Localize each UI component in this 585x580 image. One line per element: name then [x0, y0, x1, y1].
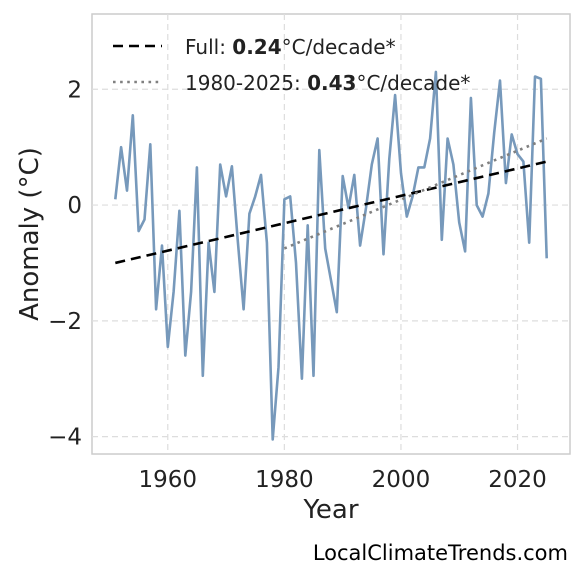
y-tick-label: 2: [67, 77, 82, 103]
trend-line-recent: [283, 137, 548, 250]
y-tick-labels: −4 −2 0 2: [48, 77, 82, 450]
x-axis-label: Year: [302, 495, 358, 525]
legend-label-recent: 1980-2025: 0.43°C/decade*: [185, 71, 470, 95]
legend-label-full: Full: 0.24°C/decade*: [185, 35, 396, 59]
x-tick-labels: 1960 1980 2000 2020: [139, 467, 547, 493]
x-tick-label: 1960: [139, 467, 198, 493]
x-tick-label: 2020: [488, 467, 547, 493]
y-axis-label: Anomaly (°C): [15, 147, 45, 321]
trend-line-full: [115, 160, 547, 265]
y-tick-label: −4: [48, 425, 82, 451]
x-tick-label: 1980: [255, 467, 314, 493]
footer-site-credit: LocalClimateTrends.com: [313, 541, 568, 565]
y-tick-label: 0: [67, 193, 82, 219]
x-tick-label: 2000: [372, 467, 431, 493]
y-tick-label: −2: [48, 309, 82, 335]
plot-frame: [91, 13, 571, 455]
legend: Full: 0.24°C/decade* 1980-2025: 0.43°C/d…: [113, 35, 470, 95]
